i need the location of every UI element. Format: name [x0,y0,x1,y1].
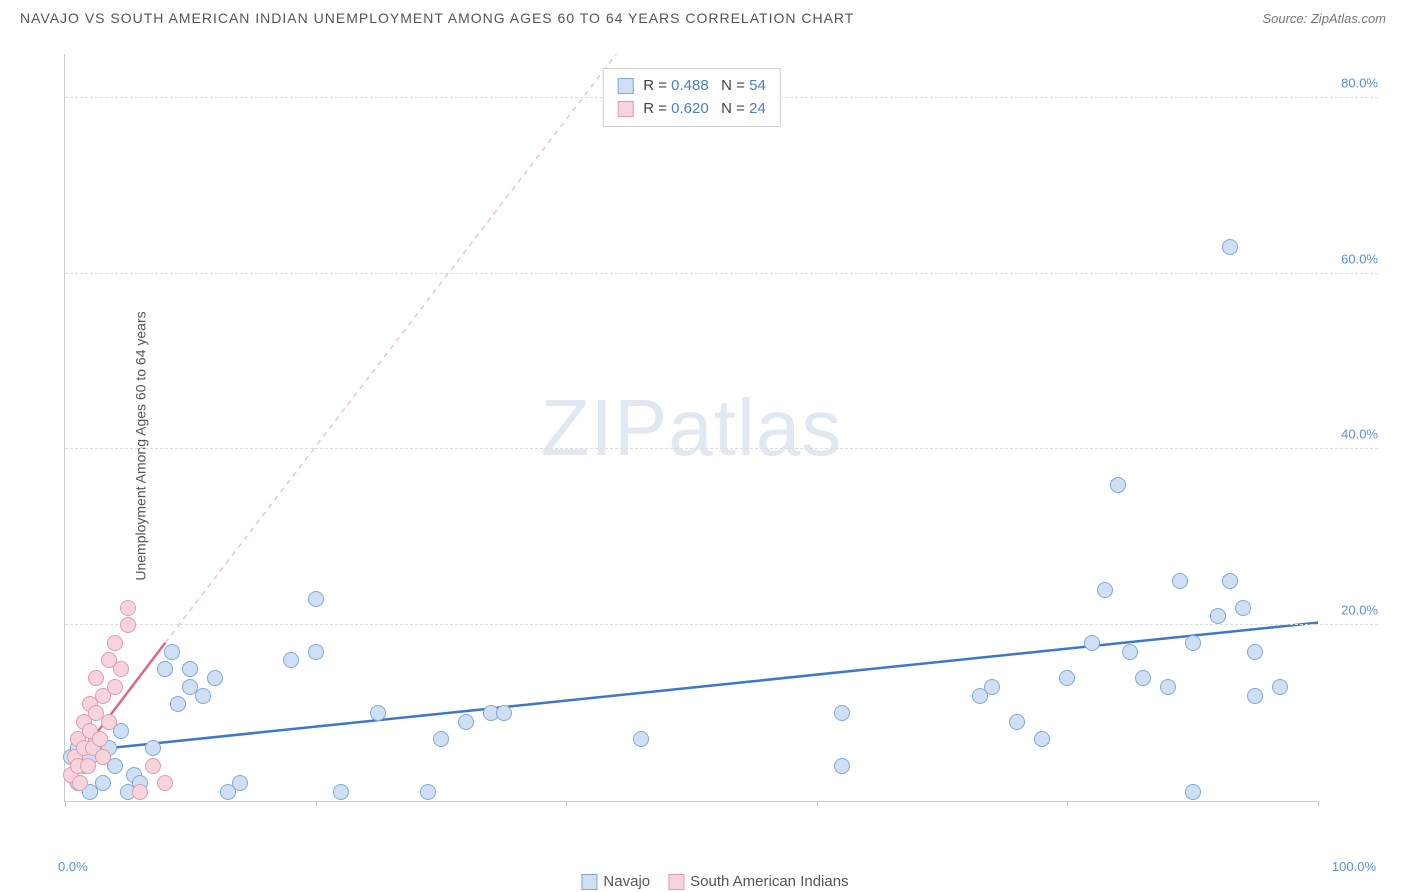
data-point [232,775,248,791]
x-max-label: 100.0% [1332,859,1376,874]
x-tick [1067,801,1068,807]
y-tick-label: 80.0% [1341,75,1378,90]
data-point [496,705,512,721]
chart-source: Source: ZipAtlas.com [1262,11,1386,26]
chart-area: ZIPatlas R = 0.488 N = 54 R = 0.620 N = … [44,40,1386,852]
data-point [88,670,104,686]
data-point [458,714,474,730]
y-tick-label: 60.0% [1341,251,1378,266]
grid-line [65,448,1378,449]
x-tick [316,801,317,807]
data-point [633,731,649,747]
data-point [92,731,108,747]
x-tick [566,801,567,807]
data-point [1160,679,1176,695]
data-point [107,679,123,695]
watermark: ZIPatlas [541,382,842,474]
data-point [195,688,211,704]
legend-swatch-sai [668,874,684,890]
data-point [72,775,88,791]
data-point [1009,714,1025,730]
data-point [308,591,324,607]
data-point [1235,600,1251,616]
data-point [113,661,129,677]
data-point [1272,679,1288,695]
data-point [207,670,223,686]
data-point [308,644,324,660]
stats-row-navajo: R = 0.488 N = 54 [617,75,766,98]
swatch-navajo [617,78,633,94]
legend-item-sai: South American Indians [668,873,848,890]
stats-row-sai: R = 0.620 N = 24 [617,98,766,121]
data-point [145,740,161,756]
data-point [1247,644,1263,660]
data-point [1247,688,1263,704]
data-point [834,705,850,721]
x-tick [1318,801,1319,807]
chart-title: NAVAJO VS SOUTH AMERICAN INDIAN UNEMPLOY… [20,10,854,26]
data-point [145,758,161,774]
data-point [1059,670,1075,686]
data-point [1185,784,1201,800]
x-tick [65,801,66,807]
grid-line [65,273,1378,274]
data-point [95,775,111,791]
data-point [95,749,111,765]
data-point [1172,573,1188,589]
grid-line [65,624,1378,625]
data-point [132,784,148,800]
data-point [1122,644,1138,660]
data-point [1110,477,1126,493]
series-legend: Navajo South American Indians [581,873,848,890]
data-point [370,705,386,721]
data-point [182,661,198,677]
x-tick [817,801,818,807]
data-point [170,696,186,712]
data-point [1097,582,1113,598]
y-tick-label: 20.0% [1341,603,1378,618]
data-point [283,652,299,668]
trend-lines [65,54,1318,801]
data-point [157,775,173,791]
x-min-label: 0.0% [58,859,88,874]
data-point [333,784,349,800]
chart-header: NAVAJO VS SOUTH AMERICAN INDIAN UNEMPLOY… [0,0,1406,32]
stats-legend-box: R = 0.488 N = 54 R = 0.620 N = 24 [602,68,781,127]
data-point [1034,731,1050,747]
legend-item-navajo: Navajo [581,873,650,890]
data-point [101,714,117,730]
data-point [1222,573,1238,589]
legend-swatch-navajo [581,874,597,890]
data-point [1084,635,1100,651]
data-point [1185,635,1201,651]
plot-region: ZIPatlas R = 0.488 N = 54 R = 0.620 N = … [64,54,1318,802]
data-point [1210,608,1226,624]
data-point [1135,670,1151,686]
data-point [164,644,180,660]
data-point [120,600,136,616]
data-point [433,731,449,747]
data-point [984,679,1000,695]
data-point [107,635,123,651]
y-tick-label: 40.0% [1341,427,1378,442]
data-point [1222,239,1238,255]
data-point [120,617,136,633]
data-point [80,758,96,774]
data-point [834,758,850,774]
data-point [420,784,436,800]
data-point [157,661,173,677]
swatch-sai [617,101,633,117]
